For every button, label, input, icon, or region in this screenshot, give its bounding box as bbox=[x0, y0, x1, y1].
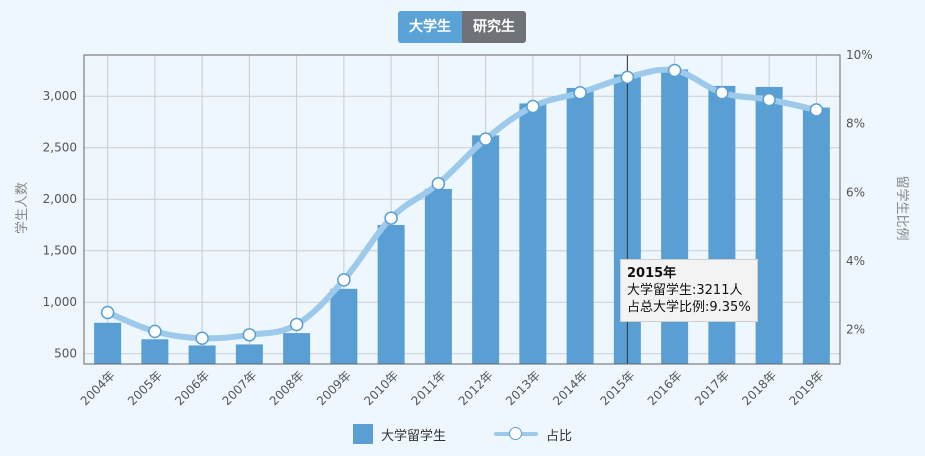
y-tick-label: 1,000 bbox=[43, 295, 77, 309]
x-tick-label: 2007年 bbox=[220, 368, 260, 408]
line-point bbox=[100, 305, 115, 320]
x-tick-label: 2008年 bbox=[267, 368, 307, 408]
x-tick-label: 2017年 bbox=[692, 368, 732, 408]
line-point bbox=[431, 177, 446, 191]
x-tick-label: 2013年 bbox=[503, 368, 543, 408]
line-point bbox=[337, 273, 351, 287]
bar bbox=[472, 135, 500, 364]
x-tick-label: 2012年 bbox=[456, 368, 496, 408]
bar bbox=[94, 322, 122, 364]
y-tick-label: 2,000 bbox=[43, 192, 77, 206]
y2-tick-label: 8% bbox=[846, 117, 865, 131]
line-marker-icon bbox=[494, 424, 538, 444]
line-point bbox=[195, 331, 209, 345]
x-tick-label: 2018年 bbox=[739, 368, 779, 408]
y-tick-label: 3,000 bbox=[43, 89, 77, 103]
tooltip-students: 大学留学生:3211人 bbox=[627, 283, 743, 298]
line-point bbox=[289, 317, 304, 332]
bar bbox=[519, 103, 547, 364]
y2-tick-label: 2% bbox=[846, 323, 865, 337]
x-tick-label: 2010年 bbox=[361, 368, 401, 408]
y2-tick-label: 6% bbox=[846, 185, 865, 199]
tooltip-title: 2015年 bbox=[627, 266, 677, 281]
bar bbox=[708, 85, 736, 365]
tab-graduate[interactable]: 研究生 bbox=[462, 11, 526, 43]
line-point bbox=[573, 86, 587, 100]
legend-label-students: 大学留学生 bbox=[380, 428, 446, 444]
x-tick-label: 2016年 bbox=[645, 368, 685, 408]
data-tooltip: 2015年 大学留学生:3211人 占总大学比例:9.35% bbox=[620, 259, 758, 322]
legend-item-ratio[interactable]: 占比 bbox=[494, 424, 572, 444]
x-tick-label: 2015年 bbox=[598, 368, 638, 408]
bar bbox=[802, 107, 830, 364]
line-point bbox=[667, 63, 682, 78]
bar bbox=[235, 344, 263, 364]
plot-frame bbox=[83, 54, 841, 365]
x-tick-label: 2014年 bbox=[550, 368, 590, 408]
line-point bbox=[478, 132, 493, 146]
bar bbox=[377, 224, 405, 364]
bar bbox=[566, 87, 594, 365]
x-tick-label: 2011年 bbox=[409, 368, 449, 408]
line-point bbox=[148, 324, 162, 339]
x-tick-label: 2019年 bbox=[787, 368, 827, 408]
line-point bbox=[620, 70, 635, 85]
bar bbox=[755, 86, 783, 365]
tab-undergraduate[interactable]: 大学生 bbox=[398, 11, 462, 43]
line-point bbox=[809, 103, 824, 117]
line-point bbox=[242, 328, 257, 342]
bar bbox=[330, 288, 358, 364]
bar bbox=[141, 339, 169, 364]
legend-label-ratio: 占比 bbox=[546, 428, 573, 444]
tooltip-ratio: 占总大学比例:9.35% bbox=[627, 300, 751, 315]
bar-swatch-icon bbox=[352, 424, 373, 444]
bar bbox=[424, 188, 452, 364]
line-point bbox=[762, 92, 776, 107]
y-tick-label: 500 bbox=[54, 347, 77, 361]
line-point bbox=[526, 99, 540, 114]
y-axis-title: 学生人数 bbox=[14, 182, 30, 234]
line-point bbox=[715, 86, 729, 100]
legend-item-students[interactable]: 大学留学生 bbox=[352, 424, 446, 444]
y2-axis-title: 留学生比例 bbox=[894, 175, 910, 240]
bar bbox=[188, 345, 216, 364]
level-tabs: 大学生 研究生 bbox=[398, 11, 526, 43]
x-tick-label: 2009年 bbox=[314, 368, 354, 408]
x-tick-label: 2006年 bbox=[172, 368, 212, 408]
line-series bbox=[100, 63, 824, 345]
y2-tick-label: 4% bbox=[846, 254, 865, 268]
bar bbox=[283, 333, 311, 364]
x-tick-label: 2005年 bbox=[125, 368, 165, 408]
chart-legend: 大学留学生 占比 bbox=[0, 424, 925, 444]
ratio-line bbox=[104, 66, 820, 342]
y-tick-label: 2,500 bbox=[43, 141, 77, 155]
y-tick-label: 1,500 bbox=[43, 244, 77, 258]
line-point bbox=[384, 211, 398, 225]
x-tick-label: 2004年 bbox=[78, 368, 118, 408]
y2-tick-label: 10% bbox=[846, 48, 873, 62]
bar-series bbox=[94, 55, 830, 365]
